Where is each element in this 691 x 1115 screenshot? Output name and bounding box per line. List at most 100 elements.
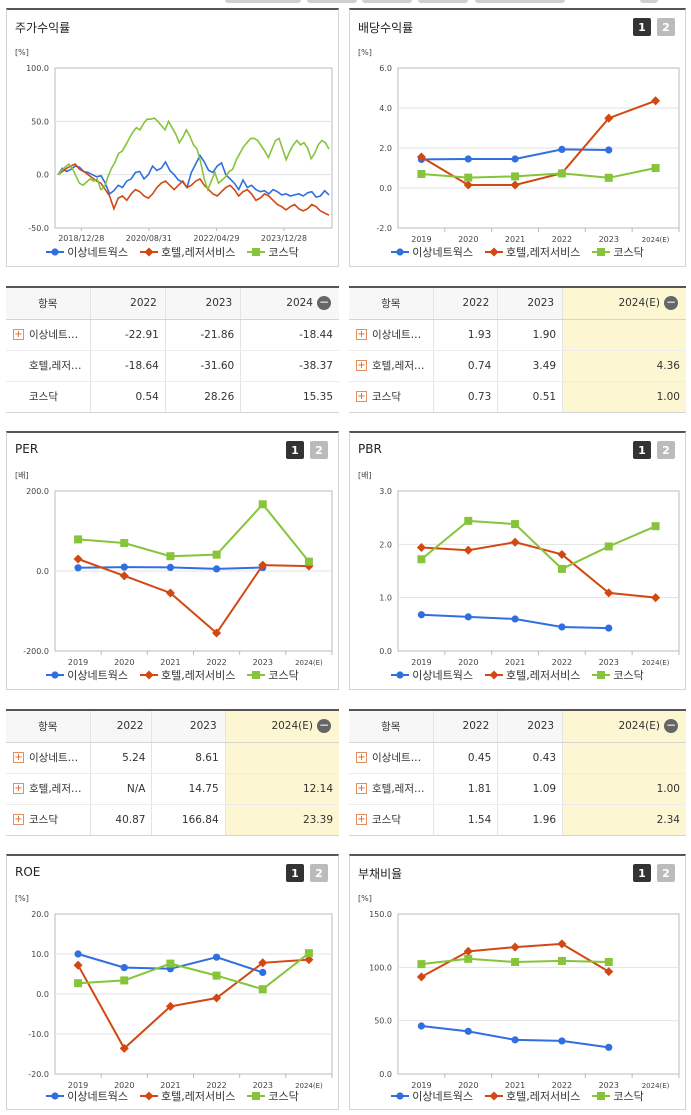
table-row: + 코스닥 0.73 0.51 1.00	[349, 381, 686, 412]
annual-toggle-button[interactable]: 1	[286, 864, 304, 882]
expand-row-button[interactable]: +	[13, 752, 24, 763]
panel-title: 부채비율	[358, 867, 403, 881]
collapse-column-button[interactable]: −	[664, 718, 678, 734]
point-marker	[597, 671, 606, 679]
legend-item: 호텔,레저서비스	[485, 244, 580, 260]
point-marker	[597, 1092, 606, 1100]
panel-title: PBR	[358, 442, 382, 456]
point-marker	[511, 172, 520, 181]
debt-ratio-chart: [%] 150.0 100.0 50.0 0.0 2019 2020 2021 2022 2023…	[358, 894, 680, 1090]
point-marker	[417, 170, 426, 178]
expand-row-button[interactable]: +	[356, 391, 367, 403]
chart-legend: 이상네트웍스 호텔,레저서비스 코스닥	[350, 1088, 685, 1104]
expand-row-button[interactable]: +	[356, 329, 367, 340]
expand-row-button[interactable]: +	[356, 783, 367, 794]
x-tick-label: 2024(E)	[642, 1082, 670, 1090]
expand-row-button[interactable]: +	[356, 814, 367, 826]
point-marker	[74, 535, 83, 544]
column-header-year: 2024−	[240, 288, 339, 320]
point-marker	[558, 145, 566, 153]
row-label: 코스닥	[29, 814, 58, 827]
per-chart: [배] 200.0 0.0 -200.0 2019 2020 2021 2022 2023 202…	[15, 471, 333, 667]
value-cell: -22.91	[89, 319, 166, 351]
annual-toggle-button[interactable]: 1	[633, 18, 651, 36]
legend-item: 이상네트웍스	[46, 667, 128, 683]
legend-item: 호텔,레저서비스	[140, 1088, 235, 1104]
legend-label: 이상네트웍스	[412, 246, 473, 259]
quarter-toggle-button[interactable]: 2	[657, 864, 675, 882]
value-cell: 4.36	[562, 350, 686, 382]
x-tick-label: 2023	[599, 658, 619, 667]
legend-swatch	[140, 670, 158, 680]
top-tab[interactable]	[418, 0, 468, 3]
point-marker	[396, 248, 404, 256]
legend-label: 호텔,레저서비스	[506, 246, 581, 259]
annual-toggle-button[interactable]: 1	[633, 441, 651, 459]
table-row: + 호텔,레저… N/A 14.75 12.14	[6, 773, 339, 805]
expand-row-button[interactable]: +	[356, 360, 367, 371]
top-tab[interactable]	[362, 0, 412, 3]
annual-toggle-button[interactable]: 1	[286, 441, 304, 459]
quarter-toggle-button[interactable]: 2	[657, 18, 675, 36]
x-tick-label: 2022	[552, 235, 572, 244]
table-row: 호텔,레저… -18.64 -31.60 -38.37	[6, 350, 339, 382]
quarter-toggle-button[interactable]: 2	[310, 864, 328, 882]
collapse-column-button[interactable]: −	[317, 295, 331, 311]
point-marker	[252, 671, 261, 679]
point-marker	[51, 248, 59, 256]
top-tab[interactable]	[640, 0, 658, 3]
annual-toggle-button[interactable]: 1	[633, 864, 651, 882]
top-tab[interactable]	[475, 0, 565, 3]
series-line	[57, 163, 330, 216]
legend-label: 코스닥	[268, 246, 299, 259]
point-marker	[166, 563, 175, 571]
expand-row-button[interactable]: +	[356, 752, 367, 763]
point-marker	[511, 155, 519, 163]
value-cell: 1.93	[432, 319, 498, 351]
row-label: 호텔,레저…	[372, 783, 425, 795]
point-marker	[252, 1092, 261, 1100]
legend-item: 이상네트웍스	[46, 244, 128, 260]
x-tick-label: 2019	[411, 235, 431, 244]
value-cell	[224, 742, 339, 774]
column-header-item: 항목	[6, 711, 90, 743]
column-header-year: 2024(E) −	[224, 711, 339, 743]
row-label: 코스닥	[372, 814, 401, 827]
point-marker	[73, 554, 83, 564]
legend-item: 이상네트웍스	[391, 667, 473, 683]
x-tick-label: 2023	[599, 235, 619, 244]
table-row: + 호텔,레저… 1.81 1.09 1.00	[349, 773, 686, 805]
value-cell: 1.81	[432, 773, 498, 805]
expand-row-button[interactable]: +	[13, 329, 24, 340]
legend-label: 코스닥	[613, 246, 644, 259]
point-marker	[304, 557, 313, 566]
y-tick-label: 0.0	[379, 1070, 392, 1079]
row-name-cell: + 코스닥	[349, 381, 433, 412]
quarter-toggle-button[interactable]: 2	[657, 441, 675, 459]
y-tick-label: 0.0	[36, 567, 49, 576]
point-marker	[463, 545, 473, 555]
quarter-toggle-button[interactable]: 2	[310, 441, 328, 459]
point-marker	[651, 593, 661, 603]
value-cell: 0.43	[497, 742, 563, 774]
legend-label: 호텔,레저서비스	[161, 1090, 236, 1103]
column-header-year: 2023	[164, 288, 241, 320]
top-tab[interactable]	[225, 0, 301, 3]
value-cell: 3.49	[497, 350, 563, 382]
legend-swatch	[247, 671, 266, 679]
legend-swatch	[592, 248, 611, 256]
expand-row-button[interactable]: +	[13, 783, 24, 794]
expand-row-button[interactable]: +	[13, 814, 24, 826]
point-marker	[511, 520, 520, 529]
series-line	[78, 502, 310, 563]
series-line	[77, 558, 309, 635]
point-marker	[120, 964, 128, 972]
top-tab[interactable]	[307, 0, 357, 3]
row-label: 이상네트…	[372, 752, 422, 764]
collapse-column-button[interactable]: −	[664, 295, 678, 311]
table-stock-return: 항목 2022 2023 2024− + 이상네트… -22.91 -21.86 -18.44 호…	[6, 286, 339, 413]
table-row: + 이상네트… 1.93 1.90	[349, 319, 686, 351]
collapse-column-button[interactable]: −	[317, 718, 331, 734]
